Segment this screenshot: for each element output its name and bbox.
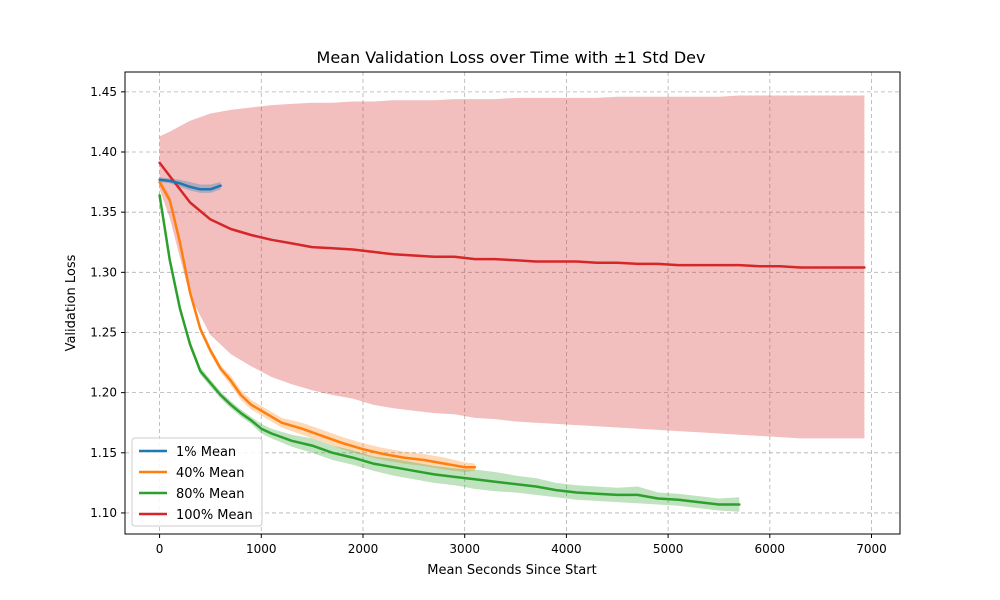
chart-title: Mean Validation Loss over Time with ±1 S… bbox=[317, 48, 706, 67]
y-tick-label: 1.20 bbox=[90, 386, 117, 400]
x-tick-label: 0 bbox=[156, 542, 164, 556]
x-tick-label: 7000 bbox=[856, 542, 887, 556]
y-tick-label: 1.40 bbox=[90, 145, 117, 159]
y-axis-label: Validation Loss bbox=[64, 254, 79, 351]
y-tick-label: 1.45 bbox=[90, 85, 117, 99]
y-tick-label: 1.30 bbox=[90, 265, 117, 279]
x-tick-label: 6000 bbox=[755, 542, 786, 556]
y-tick-label: 1.10 bbox=[90, 506, 117, 520]
y-tick-label: 1.35 bbox=[90, 205, 117, 219]
legend: 1% Mean 40% Mean 80% Mean 100% Mean bbox=[132, 438, 262, 526]
legend-label-100pct-mean: 100% Mean bbox=[176, 508, 253, 523]
x-axis-label: Mean Seconds Since Start bbox=[427, 563, 596, 578]
y-tick-label: 1.25 bbox=[90, 325, 117, 339]
x-tick-label: 3000 bbox=[449, 542, 480, 556]
std-dev-bands bbox=[160, 96, 865, 512]
legend-label-1pct-mean: 1% Mean bbox=[176, 445, 236, 460]
legend-label-40pct-mean: 40% Mean bbox=[176, 466, 244, 481]
x-tick-label: 2000 bbox=[348, 542, 379, 556]
legend-label-80pct-mean: 80% Mean bbox=[176, 487, 244, 502]
x-tick-label: 4000 bbox=[551, 542, 582, 556]
x-tick-label: 5000 bbox=[653, 542, 684, 556]
y-tick-label: 1.15 bbox=[90, 446, 117, 460]
x-tick-label: 1000 bbox=[246, 542, 277, 556]
